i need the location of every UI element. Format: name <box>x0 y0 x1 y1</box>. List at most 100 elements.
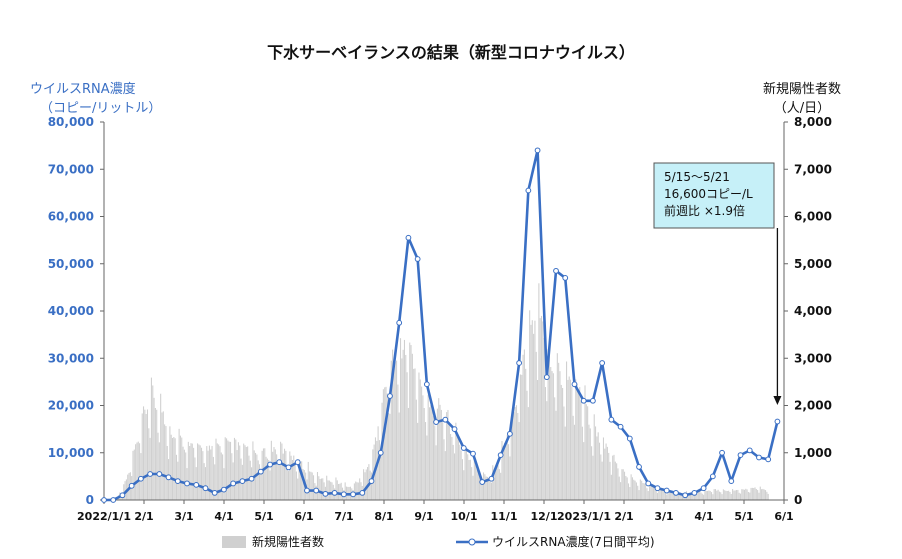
positive-cases-bar <box>730 493 732 500</box>
positive-cases-bar <box>359 478 361 500</box>
positive-cases-bar <box>606 446 608 500</box>
positive-cases-bar <box>322 478 324 500</box>
positive-cases-bar <box>629 487 631 500</box>
positive-cases-bar <box>402 349 404 500</box>
positive-cases-bar <box>529 310 531 500</box>
legend-line-marker <box>468 538 476 546</box>
positive-cases-bar <box>616 463 618 500</box>
positive-cases-bar <box>386 393 388 500</box>
positive-cases-bar <box>722 489 724 500</box>
positive-cases-bar <box>405 354 407 500</box>
positive-cases-bar <box>658 487 660 500</box>
positive-cases-bar <box>204 467 207 500</box>
positive-cases-bar <box>265 456 267 500</box>
positive-cases-bar <box>618 476 620 500</box>
positive-cases-bar <box>229 441 232 500</box>
positive-cases-bar <box>523 349 525 500</box>
rna-concentration-point <box>239 478 246 485</box>
positive-cases-bar <box>216 443 218 500</box>
positive-cases-bar <box>264 448 266 500</box>
positive-cases-bar <box>456 432 458 500</box>
positive-cases-bar <box>231 453 233 500</box>
positive-cases-bar <box>485 476 487 500</box>
positive-cases-bar <box>517 413 519 500</box>
positive-cases-bar <box>475 465 477 500</box>
positive-cases-bar <box>501 441 503 500</box>
positive-cases-bar <box>728 490 730 500</box>
positive-cases-bar <box>295 471 297 500</box>
positive-cases-bar <box>432 416 434 500</box>
positive-cases-bar <box>681 493 684 500</box>
positive-cases-bar <box>666 494 668 500</box>
positive-cases-bar <box>364 472 366 500</box>
positive-cases-bar <box>617 468 619 500</box>
positive-cases-bar <box>717 489 719 500</box>
positive-cases-bar <box>569 379 572 500</box>
positive-cases-bar <box>584 385 586 500</box>
positive-cases-bar <box>298 459 300 500</box>
positive-cases-bar <box>291 459 293 500</box>
positive-cases-bar <box>357 482 359 500</box>
positive-cases-bar <box>388 412 390 500</box>
x-tick-label: 4/1 <box>694 510 713 523</box>
x-tick-label: 12/1 <box>531 510 558 523</box>
positive-cases-bar <box>703 494 705 500</box>
rna-concentration-point <box>562 275 569 281</box>
positive-cases-bar <box>502 445 504 500</box>
positive-cases-bar <box>481 483 483 500</box>
positive-cases-bar <box>162 411 164 500</box>
positive-cases-bar <box>384 387 386 500</box>
positive-cases-bar <box>206 446 208 500</box>
positive-cases-bar <box>726 491 728 500</box>
positive-cases-bar <box>484 474 486 500</box>
positive-cases-bar <box>546 401 548 500</box>
y-left-tick-label: 20,000 <box>48 399 94 413</box>
rna-concentration-point <box>728 478 735 485</box>
positive-cases-bar <box>327 480 329 500</box>
positive-cases-bar <box>750 487 752 500</box>
y-right-tick-label: 1,000 <box>794 446 832 460</box>
positive-cases-bar <box>729 491 731 500</box>
rna-concentration-point <box>673 490 679 496</box>
positive-cases-bar <box>320 478 322 500</box>
positive-cases-bar <box>266 458 268 500</box>
positive-cases-bar <box>444 451 446 500</box>
positive-cases-bar <box>144 409 146 500</box>
positive-cases-bar <box>500 472 502 500</box>
positive-cases-bar <box>414 368 416 500</box>
positive-cases-bar <box>148 428 150 500</box>
positive-cases-bar <box>413 368 415 500</box>
positive-cases-bar <box>307 461 309 500</box>
positive-cases-bar <box>247 446 249 500</box>
positive-cases-bar <box>514 407 516 500</box>
positive-cases-bar <box>434 425 436 500</box>
positive-cases-bar <box>245 447 247 500</box>
positive-cases-bar <box>554 397 556 500</box>
positive-cases-bar <box>488 477 490 500</box>
positive-cases-bar <box>724 490 726 500</box>
positive-cases-bar <box>215 438 217 500</box>
positive-cases-bar <box>463 470 465 500</box>
callout-value: 16,600コピー/L <box>664 187 753 201</box>
rna-concentration-point <box>756 454 762 461</box>
rna-concentration-point <box>267 461 273 468</box>
positive-cases-bar <box>643 483 645 500</box>
positive-cases-bar <box>301 461 303 500</box>
positive-cases-bar <box>577 392 579 500</box>
positive-cases-bar <box>185 452 187 500</box>
positive-cases-bar <box>127 474 129 500</box>
positive-cases-bar <box>544 387 547 500</box>
positive-cases-bar <box>161 412 163 500</box>
positive-cases-bar <box>179 435 181 500</box>
positive-cases-bar <box>558 362 560 500</box>
positive-cases-bar <box>600 454 602 500</box>
positive-cases-bar <box>504 442 506 500</box>
rna-concentration-line <box>101 147 781 503</box>
positive-cases-bar <box>257 460 259 500</box>
positive-cases-bar <box>243 443 245 500</box>
positive-cases-bar <box>142 406 145 500</box>
positive-cases-bar <box>538 283 540 500</box>
positive-cases-bar <box>576 383 578 500</box>
positive-cases-bar <box>472 475 474 500</box>
rna-concentration-point <box>248 475 255 482</box>
